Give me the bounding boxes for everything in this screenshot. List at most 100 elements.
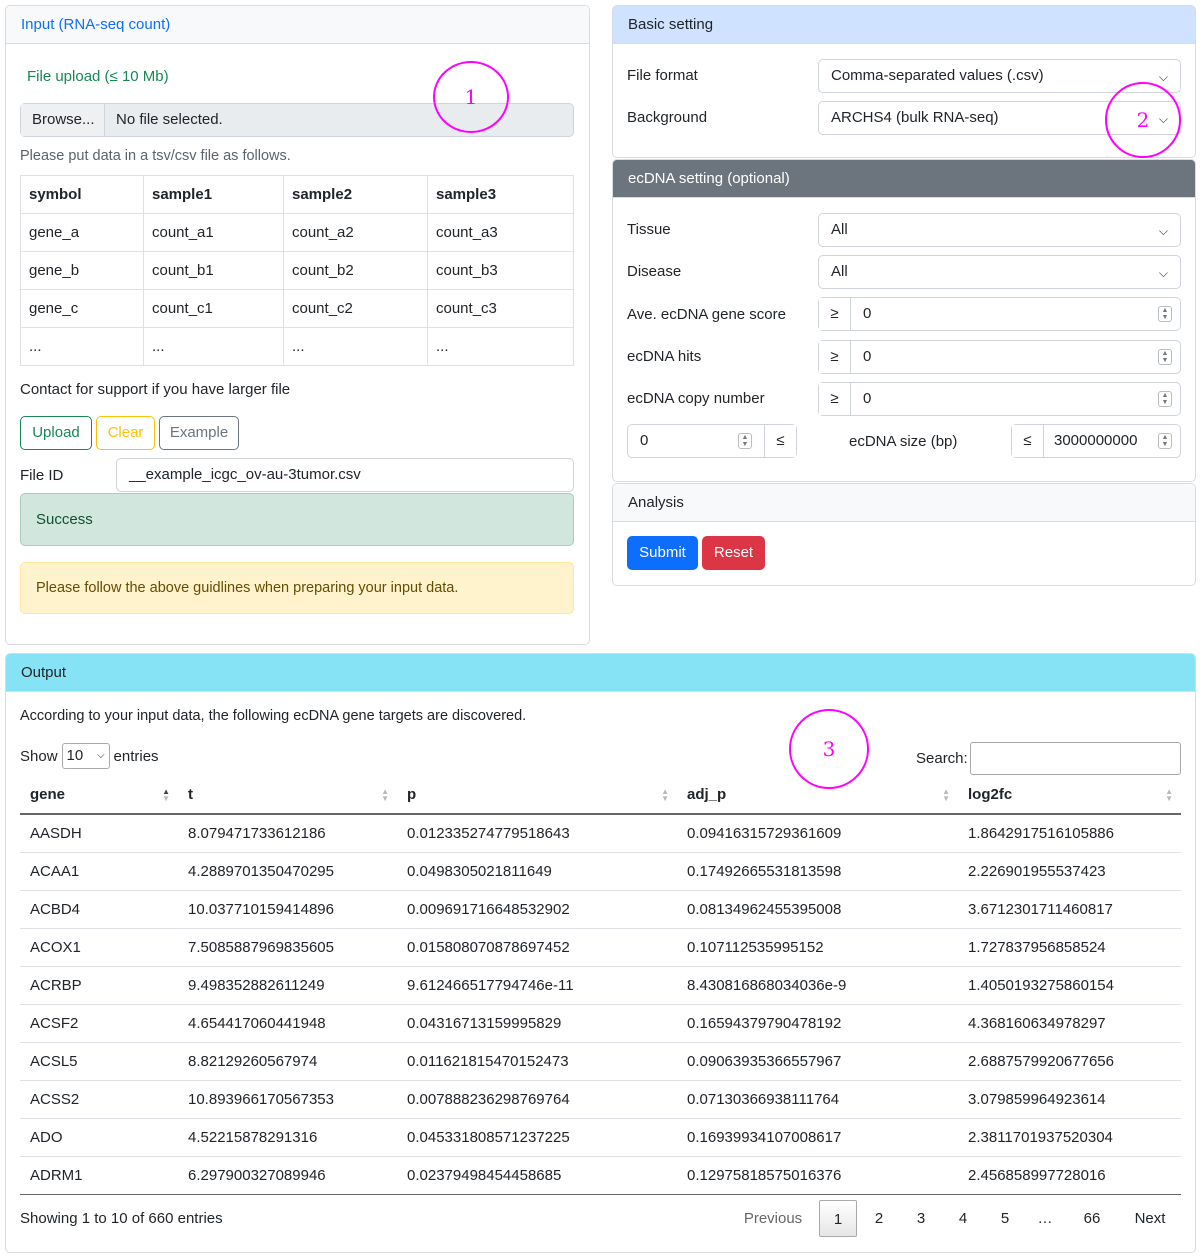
results-header-row: gene ▲ ▼ t ▲ ▼ p ▲ ▼ adj_p ▲ ▼ log2fc ▲ ▼: [20, 776, 1181, 815]
table-row: ACSF2 4.654417060441948 0.04316713159995…: [20, 1004, 1181, 1043]
warning-alert: Please follow the above guidlines when p…: [20, 562, 574, 614]
cell-log2fc: 2.3811701937520304: [958, 1118, 1181, 1157]
cell-t: 4.654417060441948: [178, 1004, 397, 1043]
hits-input[interactable]: ≥ 0 ▲ ▼: [818, 340, 1181, 374]
upload-button[interactable]: Upload: [20, 416, 92, 450]
annotation-number: 2: [1136, 108, 1150, 132]
pagination-page-2[interactable]: 2: [874, 1210, 884, 1227]
table-row: ACSL5 8.82129260567974 0.011621815470152…: [20, 1042, 1181, 1081]
pagination-ellipsis: …: [1037, 1210, 1053, 1227]
table-row: ADO 4.52215878291316 0.04533180857123722…: [20, 1118, 1181, 1157]
pagination-page-5[interactable]: 5: [1000, 1210, 1010, 1227]
le-symbol: ≤: [1012, 425, 1044, 457]
file-format-select[interactable]: Comma-separated values (.csv) ⌵: [818, 59, 1181, 93]
pagination-page-last[interactable]: 66: [1083, 1210, 1101, 1227]
file-id-field[interactable]: __example_icgc_ov-au-3tumor.csv: [116, 458, 574, 492]
size-max-input[interactable]: ≤ 3000000000 ▲ ▼: [1011, 424, 1181, 458]
spinner-icon[interactable]: ▲ ▼: [1158, 391, 1172, 407]
pagination-page-4[interactable]: 4: [958, 1210, 968, 1227]
table-row: AASDH 8.079471733612186 0.01233527477951…: [20, 814, 1181, 853]
disease-select[interactable]: All ⌵: [818, 255, 1181, 289]
tissue-select[interactable]: All ⌵: [818, 213, 1181, 247]
size-min-input[interactable]: 0 ▲ ▼ ≤: [627, 424, 797, 458]
spinner-icon[interactable]: ▲ ▼: [738, 433, 752, 449]
output-description: According to your input data, the follow…: [20, 708, 527, 724]
show-label: Show: [20, 747, 58, 765]
cell-gene: ADRM1: [20, 1156, 178, 1195]
cell-t: 10.893966170567353: [178, 1080, 397, 1119]
analysis-header: Analysis: [613, 484, 1195, 522]
spinner-icon[interactable]: ▲ ▼: [1158, 306, 1172, 322]
table-row: ACSS2 10.893966170567353 0.0078882362987…: [20, 1080, 1181, 1119]
column-header-label: gene: [30, 786, 66, 803]
le-symbol: ≤: [764, 425, 796, 457]
annotation-number: 1: [464, 85, 478, 109]
column-header-p[interactable]: p ▲ ▼: [397, 776, 677, 815]
cell-p: 0.045331808571237225: [397, 1118, 677, 1157]
cell-gene: ACOX1: [20, 928, 178, 967]
cell-t: 10.037710159414896: [178, 890, 397, 929]
disease-label: Disease: [627, 263, 682, 280]
size-label: ecDNA size (bp): [849, 433, 958, 450]
cell-log2fc: 1.8642917516105886: [958, 814, 1181, 853]
example-button[interactable]: Example: [159, 416, 239, 450]
cell-t: 8.079471733612186: [178, 814, 397, 853]
cell-gene: ACSL5: [20, 1042, 178, 1081]
chevron-down-icon: ⌵: [1158, 266, 1168, 280]
spinner-icon[interactable]: ▲ ▼: [1158, 349, 1172, 365]
gene-score-label: Ave. ecDNA gene score: [627, 306, 786, 323]
cell-log2fc: 1.4050193275860154: [958, 966, 1181, 1005]
column-header: sample3: [427, 175, 574, 214]
file-id-value: __example_icgc_ov-au-3tumor.csv: [129, 466, 361, 483]
pagination-page-3[interactable]: 3: [916, 1210, 926, 1227]
table-cell: count_c3: [427, 289, 574, 328]
cell-log2fc: 4.368160634978297: [958, 1004, 1181, 1043]
chevron-down-icon: ⌵: [1158, 224, 1168, 238]
search-input[interactable]: [970, 742, 1181, 775]
input-card-header: Input (RNA-seq count): [6, 6, 589, 44]
annotation-circle-1: 1: [433, 61, 509, 133]
cell-p: 0.009691716648532902: [397, 890, 677, 929]
cell-adj-p: 0.16594379790478192: [677, 1004, 958, 1043]
table-cell: gene_a: [20, 213, 144, 252]
clear-button[interactable]: Clear: [96, 416, 155, 450]
cell-gene: ACRBP: [20, 966, 178, 1005]
output-header: Output: [6, 654, 1195, 692]
cell-adj-p: 0.16939934107008617: [677, 1118, 958, 1157]
table-cell: count_a1: [143, 213, 284, 252]
spinner-icon[interactable]: ▲ ▼: [1158, 433, 1172, 449]
cell-p: 9.612466517794746e-11: [397, 966, 677, 1005]
page-length-select[interactable]: 10 ⌵: [61, 743, 110, 769]
cell-log2fc: 2.226901955537423: [958, 852, 1181, 891]
reset-button[interactable]: Reset: [702, 536, 765, 570]
column-header-adj-p[interactable]: adj_p ▲ ▼: [677, 776, 958, 815]
sort-icon: ▲ ▼: [162, 787, 170, 803]
browse-button[interactable]: Browse...: [21, 104, 105, 136]
pagination-next[interactable]: Next: [1134, 1210, 1166, 1227]
column-header-log2fc[interactable]: log2fc ▲ ▼: [958, 776, 1181, 815]
column-header-label: log2fc: [968, 786, 1013, 803]
column-header-gene[interactable]: gene ▲ ▼: [20, 776, 178, 815]
column-header-label: p: [407, 786, 417, 803]
file-format-value: Comma-separated values (.csv): [831, 67, 1044, 84]
warning-text: Please follow the above guidlines when p…: [36, 580, 459, 596]
pagination-page-1[interactable]: 1: [819, 1200, 857, 1237]
cell-gene: ACSF2: [20, 1004, 178, 1043]
success-alert: Success: [20, 493, 574, 546]
file-format-label: File format: [627, 67, 698, 84]
background-label: Background: [627, 109, 708, 126]
copy-number-input[interactable]: ≥ 0 ▲ ▼: [818, 382, 1181, 416]
gene-score-input[interactable]: ≥ 0 ▲ ▼: [818, 297, 1181, 331]
table-cell: gene_b: [20, 251, 144, 290]
tissue-value: All: [831, 221, 848, 238]
file-status: No file selected.: [116, 111, 223, 128]
cell-gene: ACBD4: [20, 890, 178, 929]
table-row: ACAA1 4.2889701350470295 0.0498305021811…: [20, 852, 1181, 891]
submit-button[interactable]: Submit: [627, 536, 698, 570]
cell-adj-p: 8.430816868034036e-9: [677, 966, 958, 1005]
ge-symbol: ≥: [819, 298, 851, 330]
column-header-t[interactable]: t ▲ ▼: [178, 776, 397, 815]
pagination-previous[interactable]: Previous: [743, 1210, 803, 1227]
column-header: sample2: [283, 175, 428, 214]
sort-icon: ▲ ▼: [1165, 787, 1173, 803]
